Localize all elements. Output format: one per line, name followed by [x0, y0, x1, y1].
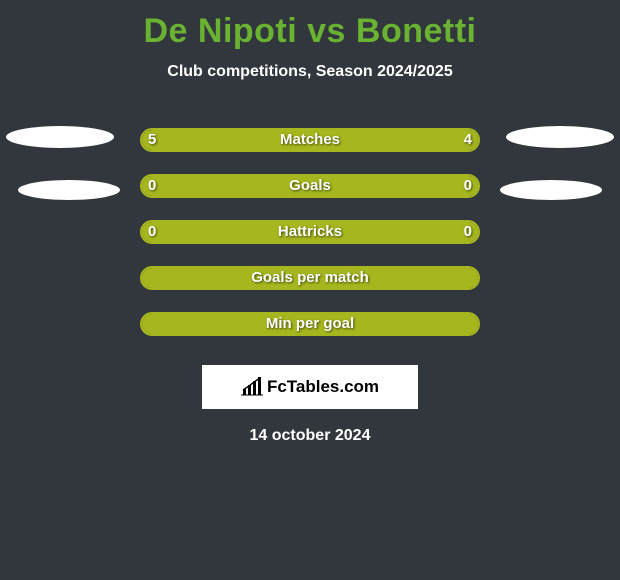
stat-bar-full-fill	[142, 176, 478, 196]
stat-row-goals: 0 Goals 0	[0, 163, 620, 209]
stat-bar-track	[140, 220, 480, 244]
stat-row-goals-per-match: Goals per match	[0, 255, 620, 301]
stat-bar-full-fill	[142, 268, 478, 288]
page-subtitle: Club competitions, Season 2024/2025	[0, 63, 620, 81]
stat-value-left: 0	[148, 174, 156, 198]
stat-bar-left-fill	[142, 130, 330, 150]
stat-value-right: 0	[464, 220, 472, 244]
stat-bar-full-fill	[142, 314, 478, 334]
stat-bar-track	[140, 312, 480, 336]
stat-row-hattricks: 0 Hattricks 0	[0, 209, 620, 255]
stat-bar-track	[140, 266, 480, 290]
stat-bar-right-fill	[330, 130, 478, 150]
stat-bar-track	[140, 128, 480, 152]
barchart-icon	[241, 377, 263, 397]
stat-value-left: 0	[148, 220, 156, 244]
brand-text: FcTables.com	[267, 377, 379, 397]
page-title: De Nipoti vs Bonetti	[0, 0, 620, 51]
stat-value-left: 5	[148, 128, 156, 152]
stat-value-right: 4	[464, 128, 472, 152]
stat-value-right: 0	[464, 174, 472, 198]
stat-row-min-per-goal: Min per goal	[0, 301, 620, 347]
brand-box[interactable]: FcTables.com	[202, 365, 418, 409]
stat-row-matches: 5 Matches 4	[0, 117, 620, 163]
stat-rows: 5 Matches 4 0 Goals 0 0 Hattricks 0 Goal…	[0, 117, 620, 347]
footer-date: 14 october 2024	[0, 427, 620, 445]
stat-bar-full-fill	[142, 222, 478, 242]
comparison-card: De Nipoti vs Bonetti Club competitions, …	[0, 0, 620, 580]
stat-bar-track	[140, 174, 480, 198]
